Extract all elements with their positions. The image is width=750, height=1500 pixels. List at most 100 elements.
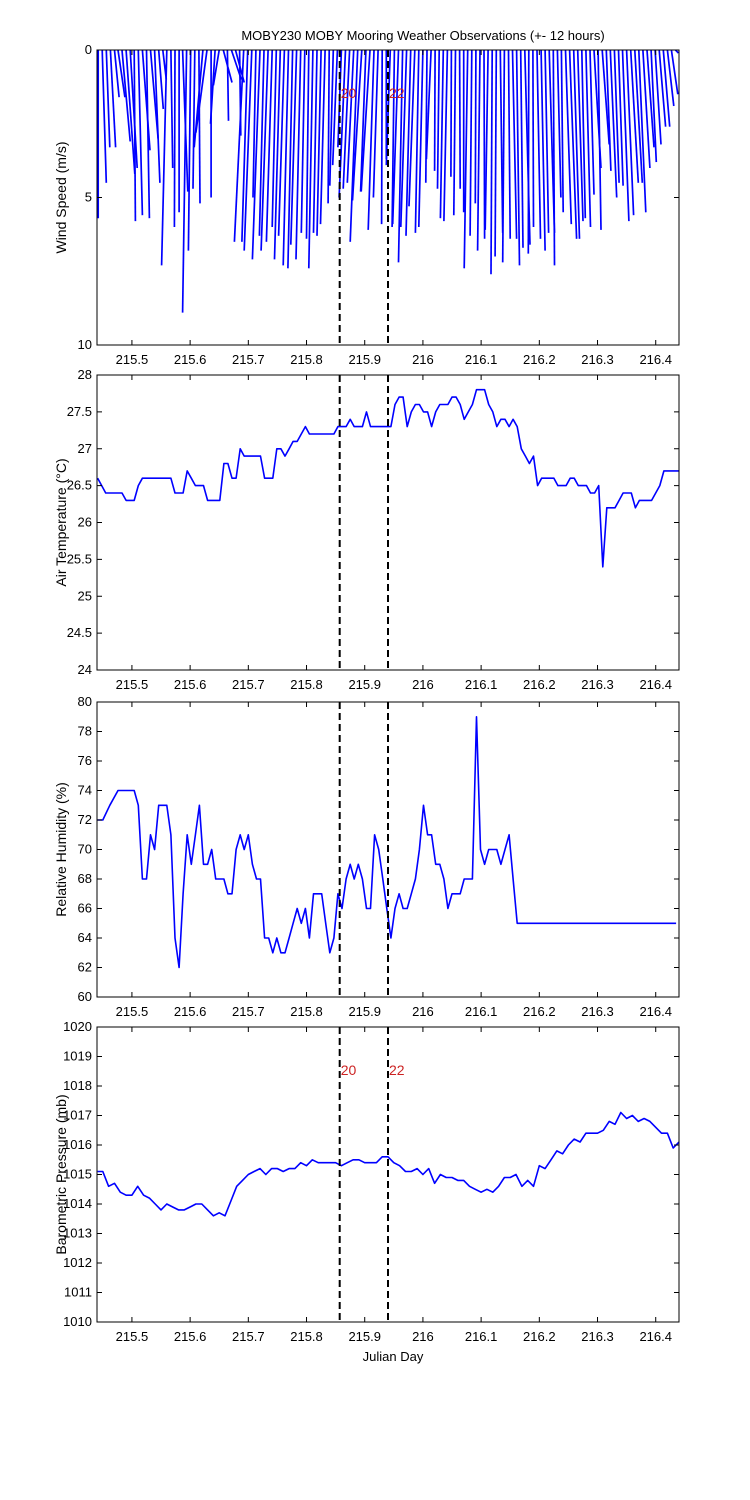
wind-stick bbox=[552, 50, 556, 266]
wind-stick bbox=[399, 50, 408, 228]
wind-stick bbox=[346, 50, 355, 183]
wind-stick bbox=[580, 50, 587, 219]
series-line bbox=[97, 1111, 679, 1217]
x-tick-label: 216.1 bbox=[465, 1004, 498, 1019]
x-tick-label: 215.7 bbox=[232, 1329, 265, 1344]
wind-stick bbox=[258, 50, 265, 236]
wind-stick bbox=[391, 50, 400, 225]
x-tick-label: 215.8 bbox=[290, 1329, 323, 1344]
plot-content bbox=[97, 375, 679, 670]
relative-humidity-panel: 215.5 215.6 215.7 215.8 215.9 216 216.1 216.2 21… bbox=[53, 694, 680, 1019]
y-tick-label: 66 bbox=[78, 901, 92, 916]
wind-stick bbox=[450, 50, 453, 177]
wind-stick bbox=[601, 50, 611, 145]
time-marker-label: 20 bbox=[341, 85, 357, 101]
x-tick-label: 215.6 bbox=[174, 1329, 207, 1344]
wind-stick bbox=[494, 50, 498, 257]
wind-stick bbox=[226, 50, 230, 121]
y-tick-label: 1011 bbox=[64, 1285, 92, 1300]
wind-stick bbox=[160, 50, 168, 266]
x-tick-label: 216.1 bbox=[465, 677, 498, 692]
x-tick-label: 216.4 bbox=[639, 677, 672, 692]
wind-stick bbox=[625, 50, 635, 216]
x-tick-label: 215.5 bbox=[116, 352, 149, 367]
wind-stick bbox=[515, 50, 521, 266]
wind-stick bbox=[380, 50, 384, 225]
wind-stick bbox=[613, 50, 620, 183]
wind-stick bbox=[187, 50, 192, 251]
wind-stick bbox=[463, 50, 469, 269]
x-tick-label: 215.6 bbox=[174, 677, 207, 692]
wind-stick bbox=[417, 50, 424, 228]
wind-stick bbox=[391, 50, 396, 228]
plot-content: 20 22 bbox=[97, 50, 679, 345]
wind-stick bbox=[425, 50, 432, 160]
wind-stick bbox=[424, 50, 428, 183]
y-tick-label: 68 bbox=[78, 871, 92, 886]
wind-stick bbox=[181, 50, 188, 313]
wind-stick bbox=[192, 50, 196, 189]
wind-stick bbox=[484, 50, 489, 230]
wind-stick bbox=[452, 50, 457, 216]
y-tick-label: 27 bbox=[78, 441, 92, 456]
x-tick-label: 215.8 bbox=[290, 352, 323, 367]
x-tick-label: 216.2 bbox=[523, 677, 556, 692]
y-tick-label: 24 bbox=[78, 662, 92, 677]
y-tick-label: 72 bbox=[78, 812, 92, 827]
y-tick-label: 0 bbox=[85, 42, 92, 57]
wind-stick bbox=[212, 50, 221, 86]
wind-stick bbox=[316, 50, 322, 236]
x-tick-label: 216.4 bbox=[639, 1004, 672, 1019]
wind-stick bbox=[476, 50, 481, 251]
x-tick-label: 215.6 bbox=[174, 1004, 207, 1019]
y-tick-label: 64 bbox=[78, 930, 92, 945]
time-marker-label: 22 bbox=[389, 1062, 405, 1078]
wind-stick bbox=[511, 50, 518, 239]
wind-stick bbox=[501, 50, 506, 263]
wind-stick bbox=[121, 50, 132, 142]
wind-stick bbox=[670, 50, 679, 95]
wind-stick bbox=[519, 50, 524, 248]
wind-stick bbox=[576, 50, 584, 222]
wind-stick bbox=[251, 50, 261, 260]
y-tick-label: 1020 bbox=[63, 1019, 92, 1034]
x-tick-label: 216 bbox=[412, 1329, 434, 1344]
wind-stick bbox=[101, 50, 108, 183]
wind-stick bbox=[405, 50, 412, 236]
wind-stick bbox=[474, 50, 477, 204]
wind-stick bbox=[544, 50, 550, 233]
wind-stick bbox=[499, 50, 504, 233]
y-tick-label: 76 bbox=[78, 753, 92, 768]
wind-stick bbox=[113, 50, 120, 98]
y-tick-label: 62 bbox=[78, 960, 92, 975]
wind-stick bbox=[621, 50, 630, 222]
wind-stick bbox=[572, 50, 581, 239]
x-tick-label: 216.2 bbox=[523, 1004, 556, 1019]
y-tick-label: 78 bbox=[78, 724, 92, 739]
wind-stick bbox=[443, 50, 449, 222]
wind-stick bbox=[342, 50, 351, 189]
x-tick-label: 216 bbox=[412, 352, 434, 367]
wind-stick bbox=[305, 50, 310, 239]
y-tick-label: 70 bbox=[78, 842, 92, 857]
wind-stick bbox=[273, 50, 282, 260]
wind-stick bbox=[328, 50, 335, 186]
wind-stick bbox=[351, 50, 363, 201]
wind-stick bbox=[609, 50, 618, 198]
wind-stick bbox=[360, 50, 371, 192]
x-tick-label: 216.3 bbox=[581, 352, 614, 367]
wind-stick bbox=[233, 50, 245, 242]
wind-stick bbox=[287, 50, 294, 269]
wind-stick bbox=[414, 50, 420, 233]
x-tick-label: 216.4 bbox=[639, 352, 672, 367]
wind-stick bbox=[458, 50, 462, 189]
y-tick-label: 25.5 bbox=[67, 551, 92, 566]
wind-stick bbox=[650, 50, 658, 163]
y-tick-label: 28 bbox=[78, 367, 92, 382]
y-tick-label: 1019 bbox=[63, 1049, 92, 1064]
x-tick-label: 216.1 bbox=[465, 352, 498, 367]
x-tick-label: 215.7 bbox=[232, 1004, 265, 1019]
wind-stick bbox=[507, 50, 512, 239]
x-tick-label: 216.2 bbox=[523, 352, 556, 367]
